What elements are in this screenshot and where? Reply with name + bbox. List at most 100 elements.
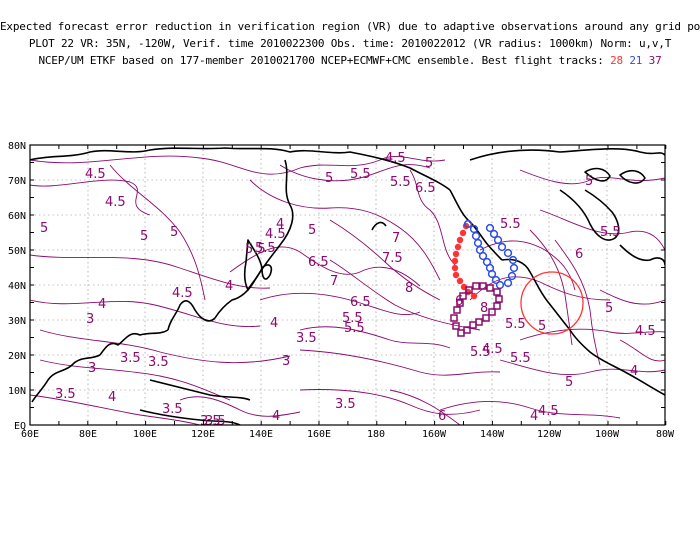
contour-labels: 4.5 4.5 5 5 4.5 5 5.5 6.5 5.5 5 5.5 6 5.… — [40, 151, 656, 429]
contour-label: 5 — [40, 221, 48, 236]
contour-label: 4 — [98, 297, 106, 312]
track-marker — [493, 235, 503, 245]
contour-label: 6 — [575, 247, 583, 262]
contour-label: 5 — [538, 319, 546, 334]
track-marker — [459, 229, 467, 237]
contour-label: 3 — [86, 312, 94, 327]
contour-label: 4.5 — [482, 342, 503, 357]
contour-lines — [30, 155, 665, 425]
contour-label: 7.5 — [382, 251, 403, 266]
y-tick-label: 50N — [8, 246, 26, 257]
track-marker — [454, 243, 462, 251]
x-tick-label: 180 — [367, 429, 385, 440]
contour-label: 3.5 — [296, 331, 317, 346]
track-marker — [452, 322, 460, 330]
track-marker — [495, 280, 505, 290]
contour-label: 5.5 — [344, 321, 365, 336]
track-marker — [497, 242, 507, 252]
x-tick-label: 80E — [79, 429, 97, 440]
contour-label: 5.5 — [510, 351, 531, 366]
contour-label: 7 — [330, 274, 338, 289]
contour-label: 3.5 — [335, 397, 356, 412]
contour-label: 5.5 — [390, 175, 411, 190]
contour-label: 3 — [88, 361, 96, 376]
track-marker — [450, 314, 458, 322]
x-tick-label: 160E — [307, 429, 331, 440]
contour-label: 5.5 — [470, 345, 491, 360]
plot-parameters: PLOT 22 VR: 35N, -120W, Verif. time 2010… — [28, 37, 672, 50]
track-marker — [453, 306, 461, 314]
contour-label: 4 — [276, 217, 284, 232]
track-marker — [470, 292, 478, 300]
ensemble-info-text: NCEP/UM ETKF based on 177-member 2010021… — [38, 54, 604, 67]
track-marker — [456, 236, 464, 244]
contour-label: 5.5 — [342, 311, 363, 326]
ensemble-info: NCEP/UM ETKF based on 177-member 2010021… — [0, 54, 700, 67]
y-tick-label: 80N — [8, 141, 26, 152]
track-marker — [475, 318, 483, 326]
track-marker — [478, 251, 488, 261]
contour-label: 3.5 — [148, 355, 169, 370]
track-marker — [487, 269, 497, 279]
track-id-37: 37 — [648, 54, 662, 67]
contour-label: 5 — [605, 301, 613, 316]
y-tick-label: 70N — [8, 176, 26, 187]
coastlines — [30, 147, 665, 425]
contour-label: 4.5 — [85, 167, 106, 182]
track-marker — [493, 302, 501, 310]
contour-label: 4 — [272, 409, 280, 424]
contour-label: 7 — [392, 231, 400, 246]
track-marker — [459, 292, 467, 300]
y-tick-label: EQ — [14, 421, 26, 432]
x-tick-label: 60E — [21, 429, 39, 440]
x-tick-label: 120W — [537, 429, 562, 440]
x-tick-label: 100E — [133, 429, 157, 440]
contour-label: 8 — [405, 281, 413, 296]
contour-label: 3.5 — [55, 387, 76, 402]
track-marker — [473, 238, 483, 248]
x-tick-label: 140W — [480, 429, 505, 440]
y-tick-label: 10N — [8, 386, 26, 397]
track-marker — [507, 271, 517, 281]
track-marker — [489, 229, 499, 239]
track-marker — [451, 264, 459, 272]
contour-label: 4.5 — [385, 151, 406, 166]
track-marker — [463, 326, 471, 334]
x-tick-label: 140E — [249, 429, 273, 440]
x-tick-label: 160W — [422, 429, 447, 440]
axis-ticks — [29, 144, 667, 426]
contour-label: 5.5 — [350, 167, 371, 182]
track-id-21: 21 — [629, 54, 643, 67]
track-marker — [508, 255, 518, 265]
track-marker — [471, 231, 481, 241]
y-tick-label: 40N — [8, 281, 26, 292]
map-title: Expected forecast error reduction in ver… — [0, 20, 700, 33]
track-marker — [493, 288, 501, 296]
contour-label: 4 — [108, 390, 116, 405]
track-marker — [456, 277, 464, 285]
contour-label: 5.5 — [255, 241, 276, 256]
contour-label: 5 — [325, 171, 333, 186]
contour-label: 3 — [282, 354, 290, 369]
x-axis-labels: 60E 80E 100E 120E 140E 160E 180 160W 140… — [21, 429, 675, 440]
contour-label: 4.5 — [172, 286, 193, 301]
contour-label: 5.5 — [600, 225, 621, 240]
track-marker — [457, 329, 465, 337]
contour-label: 8 — [480, 301, 488, 316]
contour-label: 4.5 — [265, 227, 286, 242]
contour-label: 5 — [170, 225, 178, 240]
contour-label: 4 — [270, 316, 278, 331]
track-marker — [482, 314, 490, 322]
track-marker — [465, 286, 473, 294]
track-marker — [485, 223, 495, 233]
flight-track-37 — [450, 282, 503, 337]
track-marker — [456, 299, 464, 307]
track-marker — [472, 282, 480, 290]
y-axis-labels: EQ 10N 20N 30N 40N 50N 60N 70N 80N — [8, 141, 26, 432]
contour-label: 5.5 — [500, 217, 521, 232]
y-tick-label: 60N — [8, 211, 26, 222]
track-marker — [491, 275, 501, 285]
track-marker — [469, 321, 477, 329]
y-tick-label: 20N — [8, 351, 26, 362]
